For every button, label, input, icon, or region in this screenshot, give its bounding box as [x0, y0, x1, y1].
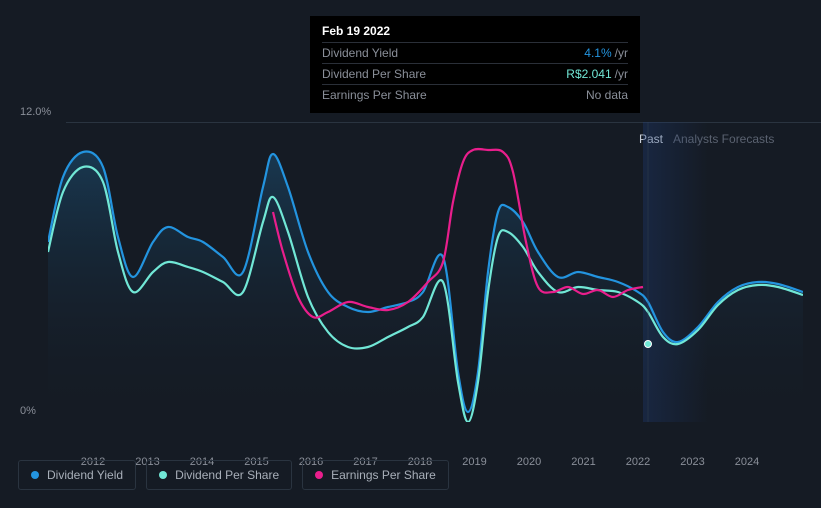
tooltip-date: Feb 19 2022: [322, 24, 628, 38]
legend-label: Dividend Yield: [47, 468, 123, 482]
x-axis-tick: 2023: [680, 456, 704, 468]
legend-dot-icon: [159, 471, 167, 479]
legend-item[interactable]: Dividend Yield: [18, 460, 136, 490]
legend-dot-icon: [315, 471, 323, 479]
tooltip-row: Dividend Per Share R$2.041/yr: [322, 63, 628, 84]
legend-label: Dividend Per Share: [175, 468, 279, 482]
chart-container: 12.0% 0% Past Analysts Forecasts: [18, 100, 803, 448]
legend-item[interactable]: Earnings Per Share: [302, 460, 449, 490]
tooltip-row-value: R$2.041/yr: [566, 67, 628, 81]
x-axis-tick: 2024: [735, 456, 759, 468]
tooltip-row-label: Dividend Per Share: [322, 67, 426, 81]
y-axis-min-label: 0%: [20, 405, 36, 417]
tooltip-row-value-main: 4.1%: [584, 46, 611, 60]
x-axis-tick: 2020: [517, 456, 541, 468]
x-axis-tick: 2021: [571, 456, 595, 468]
tooltip-row-value-suffix: /yr: [615, 46, 628, 60]
legend-item[interactable]: Dividend Per Share: [146, 460, 292, 490]
tooltip-rows: Dividend Yield 4.1% /yr Dividend Per Share R…: [322, 42, 628, 105]
current-data-marker: [644, 340, 652, 348]
tooltip-row-value-suffix: /yr: [615, 67, 628, 81]
chart-svg: [48, 122, 803, 422]
y-axis-max-label: 12.0%: [20, 106, 51, 118]
chart-tooltip: Feb 19 2022 Dividend Yield4.1%/yrDividen…: [310, 16, 640, 113]
x-axis-tick: 2019: [462, 456, 486, 468]
tooltip-row-value: 4.1% /yr: [584, 46, 628, 60]
tooltip-row-label: Dividend Yield: [322, 46, 398, 60]
chart-legend: Dividend Yield Dividend Per Share Earnings…: [18, 460, 449, 490]
x-axis-tick: 2022: [626, 456, 650, 468]
legend-dot-icon: [31, 471, 39, 479]
legend-label: Earnings Per Share: [331, 468, 436, 482]
tooltip-row-value-main: R$2.041: [566, 67, 611, 81]
tooltip-row: Dividend Yield 4.1% /yr: [322, 42, 628, 63]
